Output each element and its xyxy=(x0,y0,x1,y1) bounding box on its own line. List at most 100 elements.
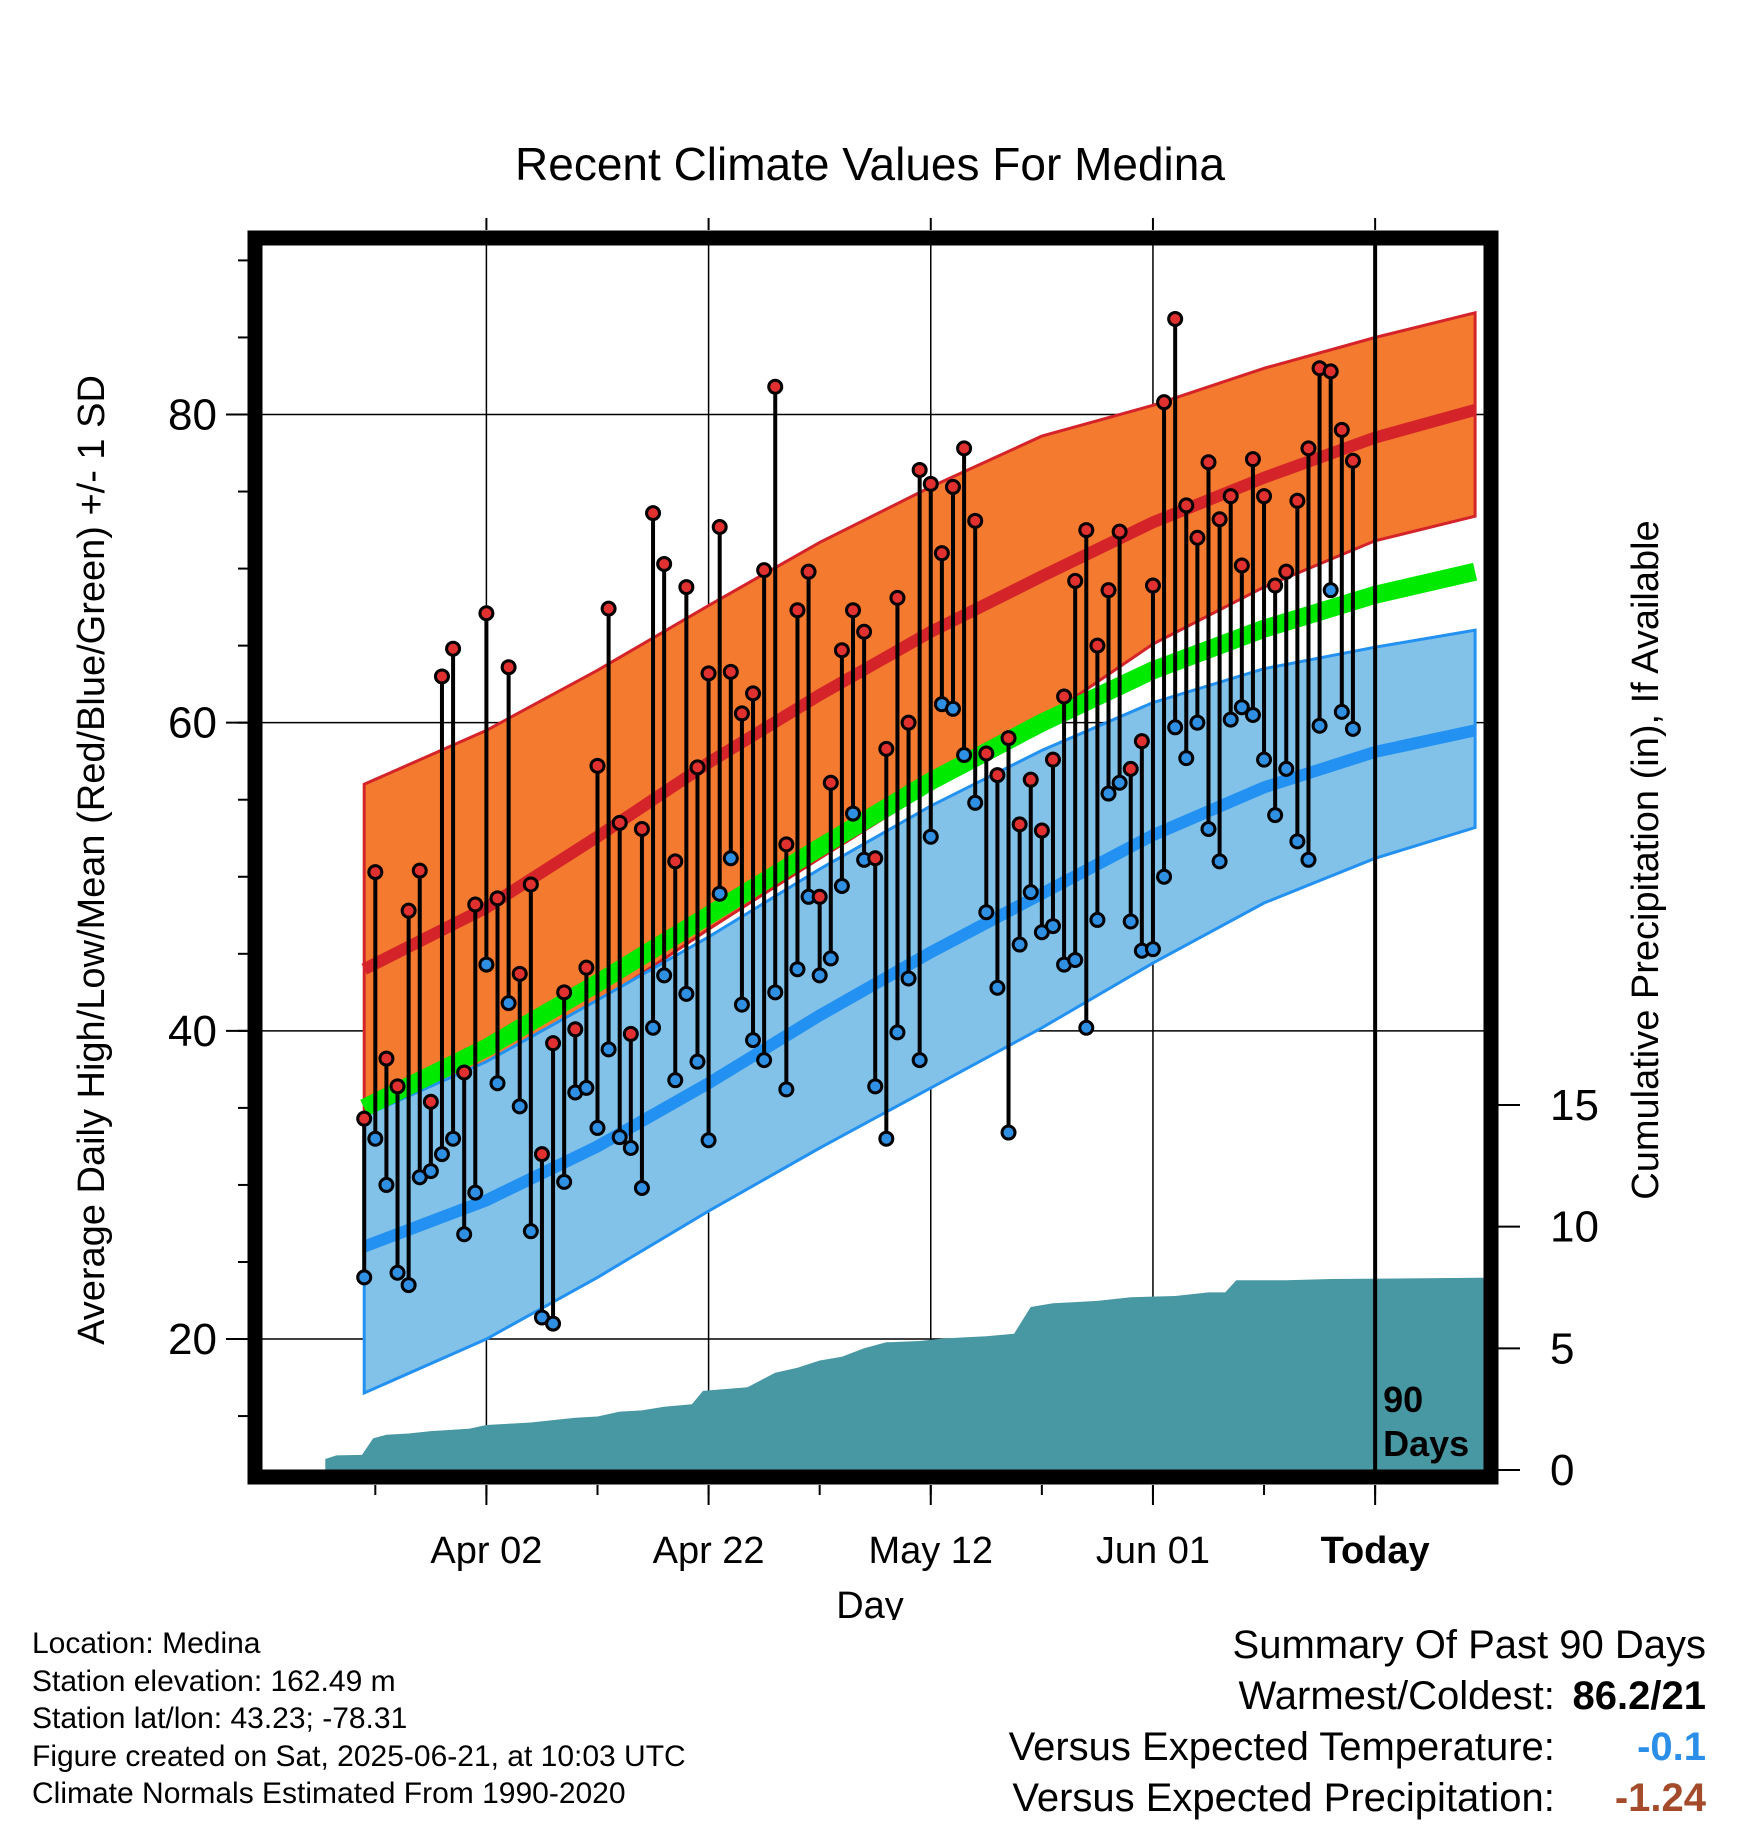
daily-high-point xyxy=(656,555,673,572)
daily-low-point xyxy=(389,1264,406,1281)
summary-heading: Summary Of Past 90 Days xyxy=(1232,1623,1706,1667)
daily-low-point xyxy=(889,1024,906,1041)
daily-low-point xyxy=(1122,913,1139,930)
daily-obs-81 xyxy=(1256,488,1273,768)
daily-obs-11 xyxy=(478,605,495,973)
daily-high-point xyxy=(845,602,862,619)
daily-obs-78 xyxy=(1222,488,1239,728)
daily-high-point xyxy=(822,774,839,791)
daily-low-point xyxy=(778,1081,795,1098)
precip-tick-label-1: 5 xyxy=(1550,1324,1574,1373)
daily-low-point xyxy=(1011,936,1028,953)
daily-low-point xyxy=(956,747,973,764)
daily-low-point xyxy=(667,1072,684,1089)
daily-high-point xyxy=(545,1035,562,1052)
daily-obs-29 xyxy=(678,579,695,1002)
daily-low-point xyxy=(700,1132,717,1149)
y-tick-label-1: 40 xyxy=(168,1007,217,1056)
daily-high-point xyxy=(489,890,506,907)
daily-low-point xyxy=(356,1269,373,1286)
daily-low-point xyxy=(400,1277,417,1294)
daily-obs-5 xyxy=(411,862,428,1186)
daily-low-point xyxy=(1044,918,1061,935)
daily-low-point xyxy=(1289,833,1306,850)
daily-low-point xyxy=(1200,820,1217,837)
daily-obs-6 xyxy=(422,1093,439,1180)
created-text: Figure created on Sat, 2025-06-21, at 10… xyxy=(32,1739,686,1773)
daily-obs-74 xyxy=(1178,497,1195,767)
daily-obs-18 xyxy=(556,984,573,1190)
daily-obs-35 xyxy=(745,685,762,1049)
daily-low-point xyxy=(1078,1019,1095,1036)
daily-obs-15 xyxy=(522,876,539,1240)
daily-low-point xyxy=(756,1052,773,1069)
daily-high-point xyxy=(1011,816,1028,833)
daily-low-point xyxy=(1111,774,1128,791)
daily-obs-31 xyxy=(700,665,717,1149)
daily-low-point xyxy=(689,1053,706,1070)
daily-high-point xyxy=(978,745,995,762)
daily-obs-61 xyxy=(1033,822,1050,941)
daily-obs-43 xyxy=(833,642,850,895)
daily-high-point xyxy=(1067,572,1084,589)
today-days-line-0: 90 xyxy=(1383,1379,1423,1420)
daily-high-point xyxy=(467,896,484,913)
plot-clip-group: 90 Days xyxy=(262,245,1484,1470)
daily-high-point xyxy=(433,668,450,685)
daily-low-point xyxy=(1244,706,1261,723)
daily-high-point xyxy=(511,965,528,982)
daily-high-point xyxy=(478,605,495,622)
daily-obs-70 xyxy=(1133,733,1150,959)
daily-high-point xyxy=(389,1078,406,1095)
location-text: Location: Medina xyxy=(32,1627,261,1660)
daily-low-point xyxy=(522,1223,539,1240)
daily-high-point xyxy=(1344,452,1361,469)
daily-high-point xyxy=(1289,492,1306,509)
x-tick-label-0: Apr 02 xyxy=(430,1530,542,1572)
daily-high-point xyxy=(556,984,573,1001)
daily-obs-53 xyxy=(944,478,961,717)
daily-high-point xyxy=(456,1064,473,1081)
temp-anomaly-value: -0.1 xyxy=(1637,1725,1706,1769)
x-tick-label-2: May 12 xyxy=(868,1530,993,1572)
daily-obs-65 xyxy=(1078,522,1095,1036)
daily-high-point xyxy=(1144,577,1161,594)
daily-low-point xyxy=(378,1176,395,1193)
daily-obs-60 xyxy=(1022,771,1039,901)
daily-obs-21 xyxy=(589,757,606,1136)
daily-high-point xyxy=(1211,511,1228,528)
daily-obs-2 xyxy=(378,1050,395,1193)
daily-low-point xyxy=(900,970,917,987)
daily-obs-83 xyxy=(1278,563,1295,777)
daily-obs-86 xyxy=(1311,360,1328,734)
daily-low-point xyxy=(445,1130,462,1147)
daily-low-point xyxy=(478,956,495,973)
daily-obs-89 xyxy=(1344,452,1361,737)
y-tick-label-0: 20 xyxy=(168,1315,217,1364)
x-axis-label: Day xyxy=(836,1585,904,1620)
daily-high-point xyxy=(1056,688,1073,705)
daily-obs-69 xyxy=(1122,760,1139,930)
daily-obs-20 xyxy=(578,959,595,1096)
daily-low-point xyxy=(1278,760,1295,777)
daily-high-point xyxy=(367,864,384,881)
normals-text: Climate Normals Estimated From 1990-2020 xyxy=(32,1777,626,1810)
daily-low-point xyxy=(1300,851,1317,868)
axes: 20 40 60 80 0 5 10 15 Apr 02 Apr 22 May 12 Jun 01 To… xyxy=(168,218,1599,1572)
daily-high-point xyxy=(678,579,695,596)
daily-low-point xyxy=(456,1226,473,1243)
daily-high-point xyxy=(778,836,795,853)
daily-obs-45 xyxy=(856,623,873,868)
daily-obs-79 xyxy=(1233,557,1250,716)
daily-low-point xyxy=(645,1019,662,1036)
cumulative-precip-area xyxy=(325,1277,1484,1470)
summary-temp: Versus Expected Temperature: -0.1 xyxy=(1009,1722,1706,1773)
daily-low-point xyxy=(367,1130,384,1147)
precip-tick-label-0: 0 xyxy=(1550,1446,1574,1495)
daily-obs-33 xyxy=(722,663,739,867)
daily-high-point xyxy=(933,545,950,562)
daily-obs-28 xyxy=(667,853,684,1089)
daily-high-point xyxy=(1333,421,1350,438)
daily-low-point xyxy=(767,984,784,1001)
daily-high-point xyxy=(1133,733,1150,750)
